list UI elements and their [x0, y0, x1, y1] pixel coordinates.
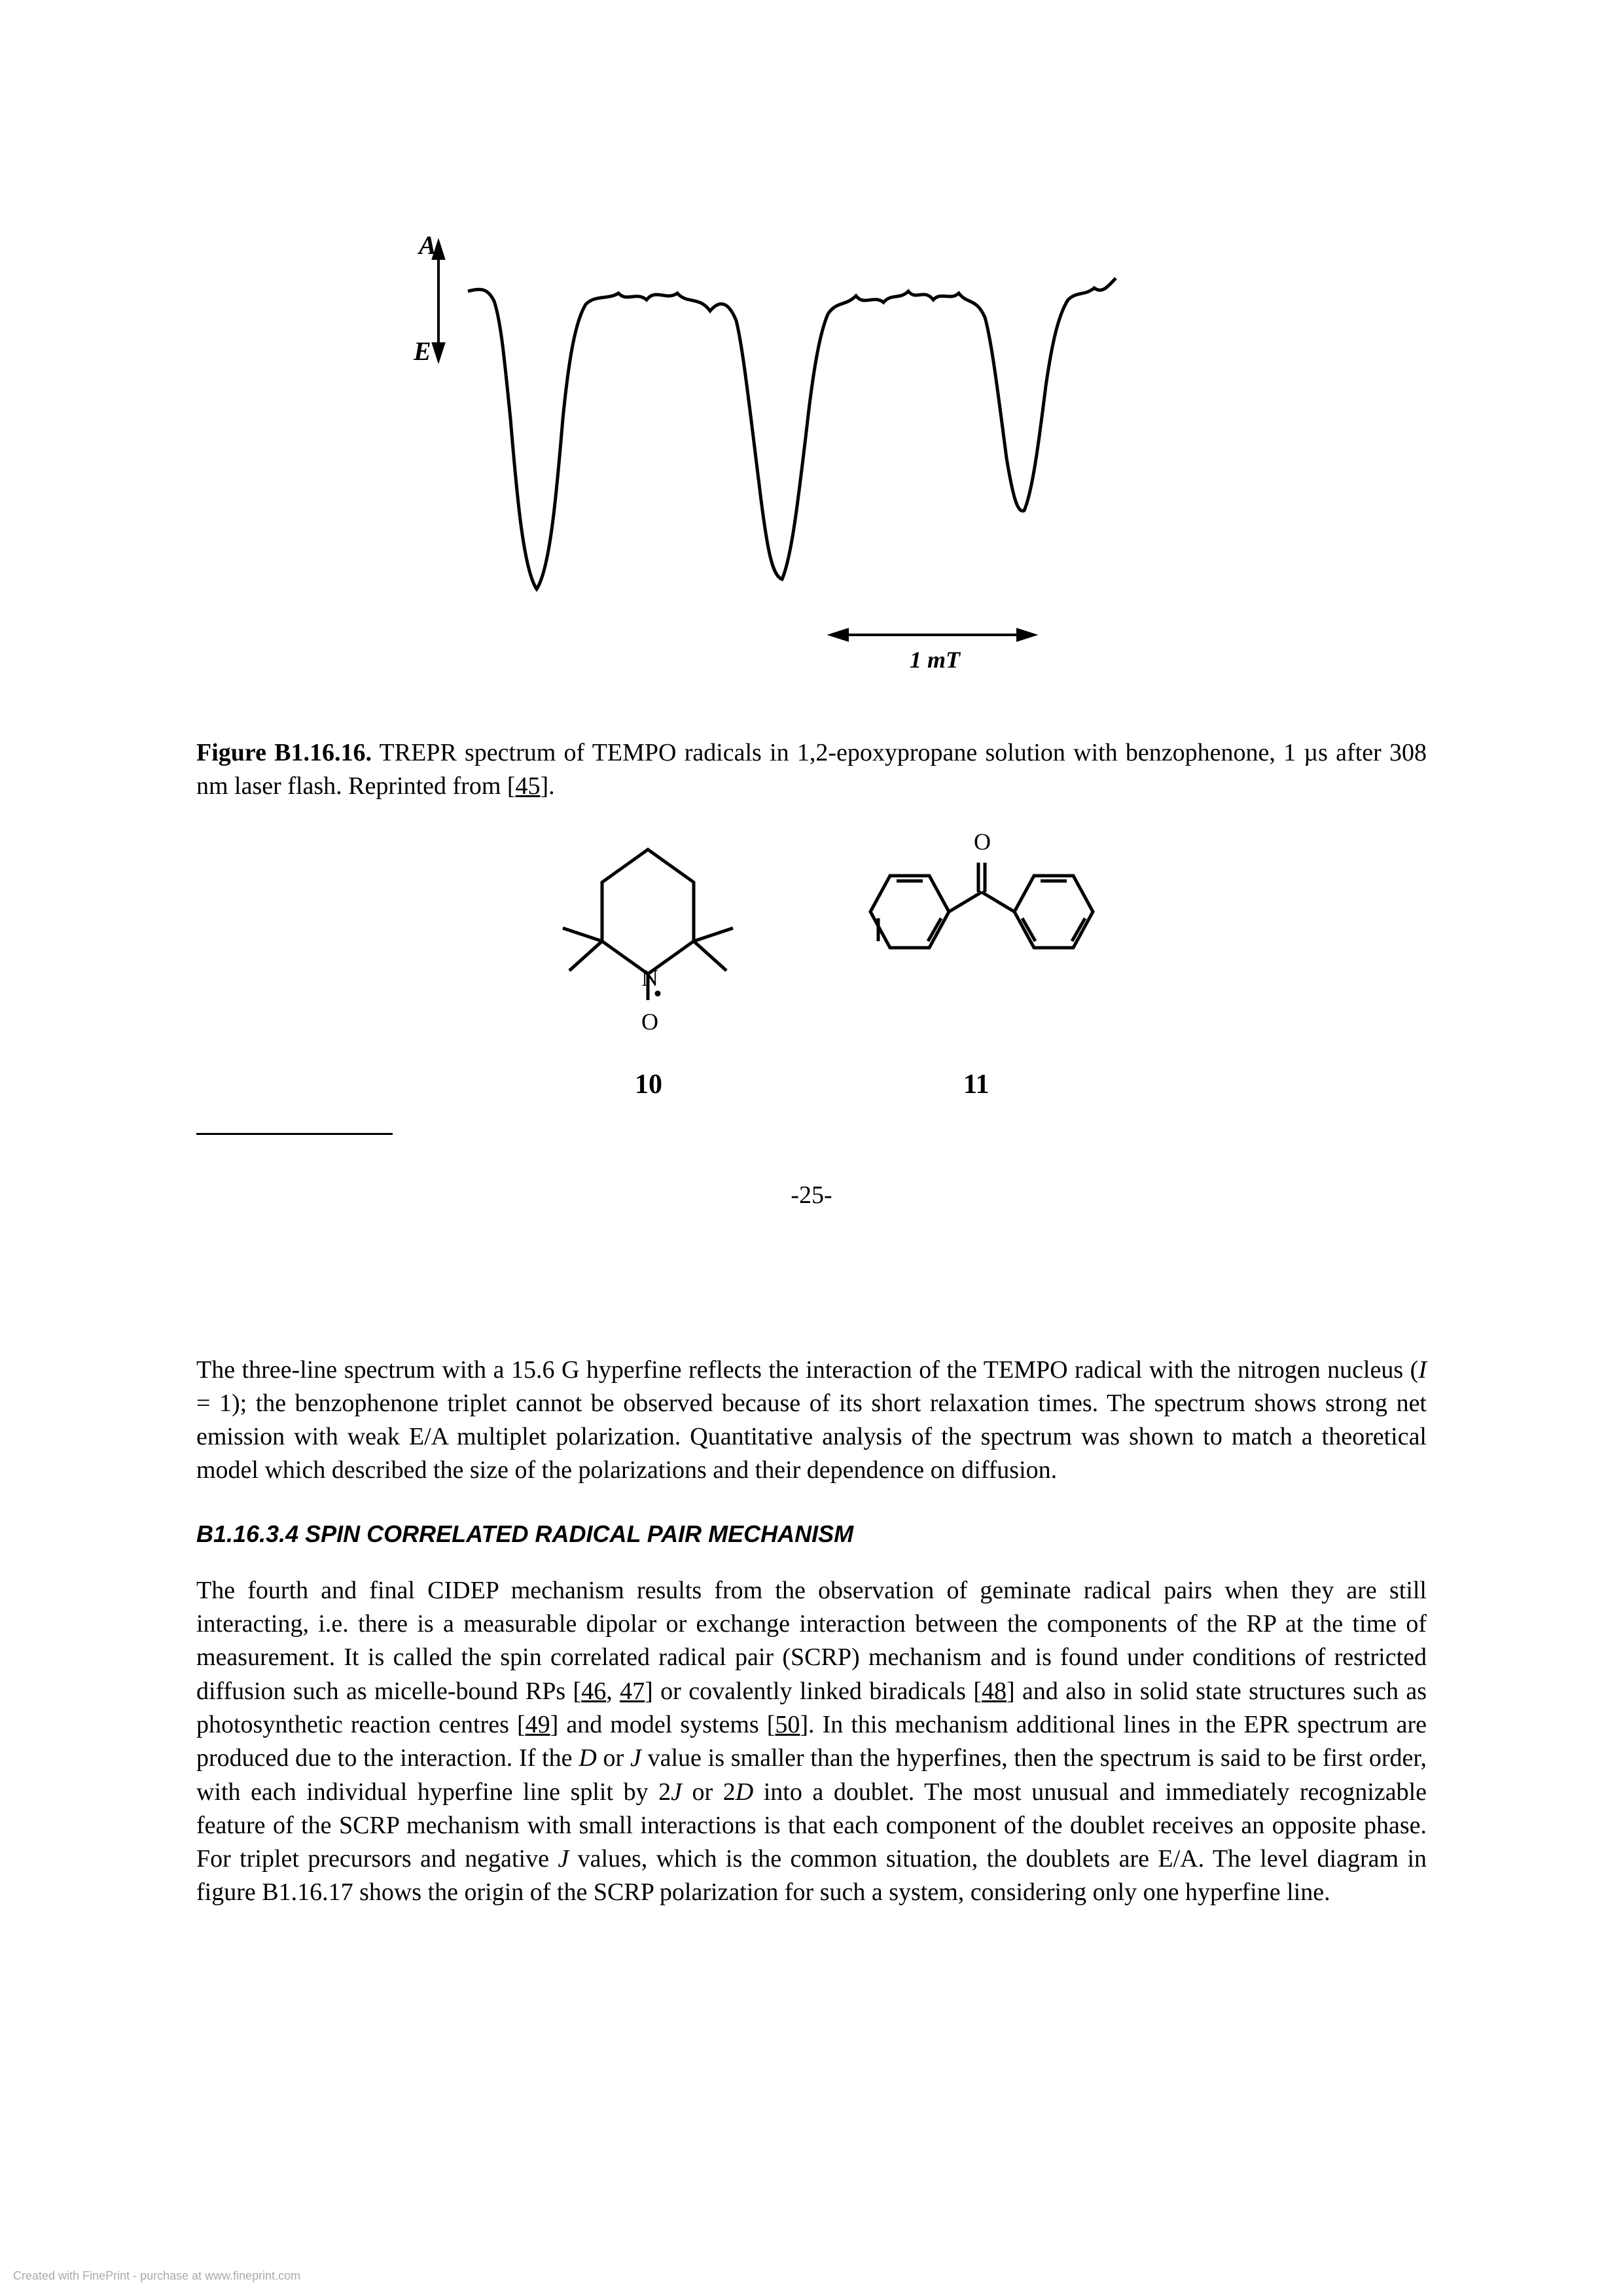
svg-text:E: E	[413, 336, 431, 366]
chemical-structures: N O O	[419, 830, 1204, 1069]
page-number: -25-	[196, 1181, 1427, 1210]
paragraph-1: The three-line spectrum with a 15.6 G hy…	[196, 1354, 1427, 1488]
figure-caption: Figure B1.16.16. TREPR spectrum of TEMPO…	[196, 736, 1427, 804]
svg-text:N: N	[641, 965, 658, 991]
ref-46: 46	[581, 1677, 606, 1705]
spectrum-svg: A E 1 mT	[353, 223, 1243, 694]
footer-watermark: Created with FinePrint - purchase at www…	[13, 2269, 300, 2283]
ref-45: 45	[516, 772, 541, 800]
trepr-spectrum-figure: A E 1 mT	[353, 223, 1243, 697]
figure-label: Figure B1.16.16.	[196, 739, 372, 766]
ref-49: 49	[526, 1711, 550, 1738]
label-11: 11	[963, 1069, 990, 1100]
separator-rule	[196, 1133, 393, 1135]
scale-label: 1 mT	[910, 647, 961, 673]
ref-47: 47	[620, 1677, 645, 1705]
chem-structure-labels: 10 11	[419, 1069, 1204, 1100]
paragraph-2: The fourth and final CIDEP mechanism res…	[196, 1574, 1427, 1910]
svg-text:O: O	[641, 1009, 658, 1035]
label-10: 10	[635, 1069, 662, 1100]
ref-50: 50	[775, 1711, 800, 1738]
svg-text:A: A	[417, 230, 437, 260]
section-heading: B1.16.3.4 SPIN CORRELATED RADICAL PAIR M…	[196, 1520, 1427, 1548]
ref-48: 48	[982, 1677, 1007, 1705]
svg-text:O: O	[974, 830, 991, 855]
